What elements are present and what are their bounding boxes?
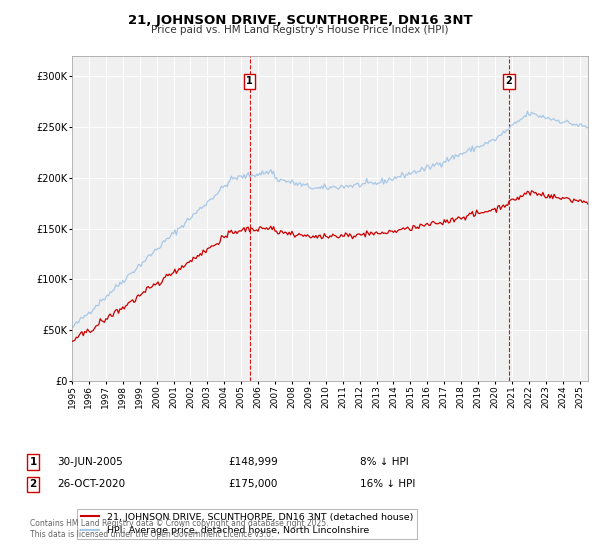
Legend: 21, JOHNSON DRIVE, SCUNTHORPE, DN16 3NT (detached house), HPI: Average price, de: 21, JOHNSON DRIVE, SCUNTHORPE, DN16 3NT … (77, 509, 417, 539)
Text: 26-OCT-2020: 26-OCT-2020 (57, 479, 125, 489)
Text: 1: 1 (246, 76, 253, 86)
Text: 1: 1 (29, 457, 37, 467)
Text: 21, JOHNSON DRIVE, SCUNTHORPE, DN16 3NT: 21, JOHNSON DRIVE, SCUNTHORPE, DN16 3NT (128, 14, 472, 27)
Text: 8% ↓ HPI: 8% ↓ HPI (360, 457, 409, 467)
Text: 16% ↓ HPI: 16% ↓ HPI (360, 479, 415, 489)
Text: £175,000: £175,000 (228, 479, 277, 489)
Text: 30-JUN-2005: 30-JUN-2005 (57, 457, 123, 467)
Text: 2: 2 (506, 76, 512, 86)
Text: Contains HM Land Registry data © Crown copyright and database right 2025.
This d: Contains HM Land Registry data © Crown c… (30, 520, 329, 539)
Text: £148,999: £148,999 (228, 457, 278, 467)
Text: 2: 2 (29, 479, 37, 489)
Text: Price paid vs. HM Land Registry's House Price Index (HPI): Price paid vs. HM Land Registry's House … (151, 25, 449, 35)
